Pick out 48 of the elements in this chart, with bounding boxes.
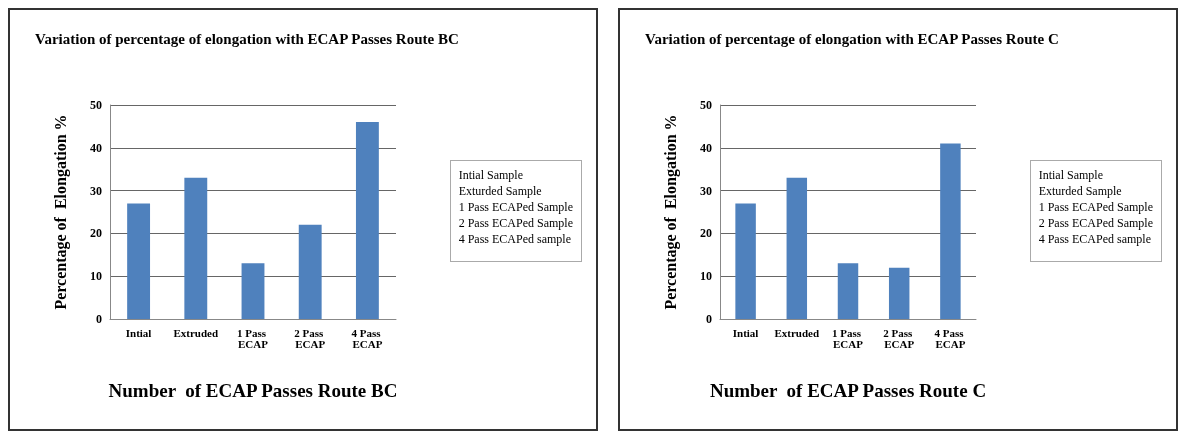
text: 2 Pass ECAPed Sample <box>458 215 573 231</box>
x-axis-title: Number of ECAP Passes Route BC <box>108 380 398 401</box>
y-axis-title: Percentage of Elongation % <box>661 114 680 310</box>
x-tick-label: Extruded <box>173 326 219 339</box>
text: 4 Pass ECAPed sample <box>1038 231 1152 247</box>
text: 4 Pass ECAPed sample <box>458 231 572 247</box>
y-tick-label: 0 <box>96 312 102 326</box>
x-tick-label: 2 Pass ECAP <box>294 326 327 350</box>
bar <box>837 263 859 319</box>
bar <box>786 177 808 319</box>
x-tick-label: 4 Pass ECAP <box>351 326 384 350</box>
x-tick-label: Intial <box>125 326 152 339</box>
x-tick-label: 2 Pass ECAP <box>883 326 916 350</box>
x-tick-label: 4 Pass ECAP <box>934 326 967 350</box>
bar <box>940 143 961 319</box>
text: Exturded Sample <box>1038 183 1123 199</box>
x-tick-label: Intial <box>732 326 759 339</box>
chart-title: Variation of percentage of elongation with ECAP Passes Route BC <box>35 30 459 47</box>
bar <box>888 267 910 319</box>
y-tick-label: 10 <box>90 269 102 284</box>
text: 2 Pass ECAPed Sample <box>1038 215 1153 231</box>
text: 1 Pass ECAPed Sample <box>1038 199 1153 215</box>
text: Intial Sample <box>1038 167 1104 183</box>
y-tick-label: 20 <box>700 226 712 241</box>
x-tick-label: Extruded <box>774 326 820 339</box>
y-tick-label: 50 <box>700 98 712 112</box>
y-tick-label: 0 <box>706 312 712 326</box>
x-axis-title: Number of ECAP Passes Route C <box>709 380 987 401</box>
text: Exturded Sample <box>458 183 543 199</box>
bar <box>355 122 379 319</box>
y-tick-label: 30 <box>700 183 712 198</box>
text: Intial Sample <box>458 167 524 183</box>
y-axis-title: Percentage of Elongation % <box>51 114 70 310</box>
text: 1 Pass ECAPed Sample <box>458 199 573 215</box>
chart-title: Variation of percentage of elongation with ECAP Passes Route C <box>645 30 1059 47</box>
x-tick-label: 1 Pass ECAP <box>237 326 269 350</box>
y-tick-label: 40 <box>700 140 712 155</box>
bar <box>298 224 322 319</box>
x-tick-label: 1 Pass ECAP <box>832 326 864 350</box>
bar <box>127 203 151 319</box>
y-tick-label: 10 <box>700 269 712 284</box>
y-tick-label: 40 <box>90 140 102 155</box>
bar <box>184 177 208 319</box>
y-tick-label: 20 <box>90 226 102 241</box>
y-tick-label: 50 <box>90 98 102 112</box>
bar <box>241 263 265 319</box>
y-tick-label: 30 <box>90 183 102 198</box>
bar <box>735 203 756 319</box>
